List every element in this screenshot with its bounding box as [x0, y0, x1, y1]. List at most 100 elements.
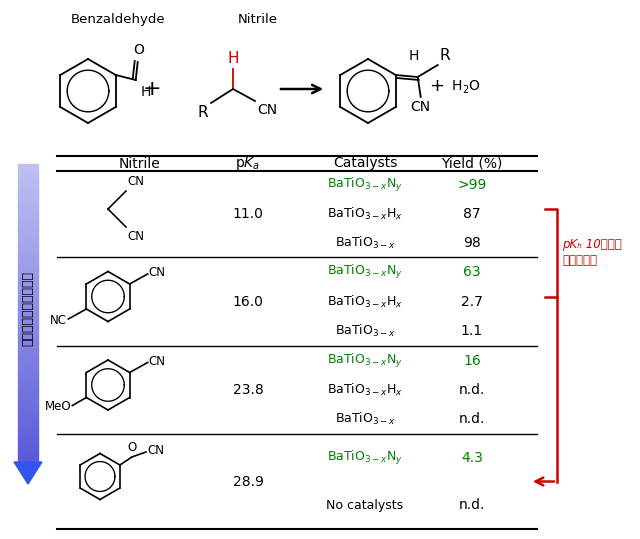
Text: CN: CN — [148, 266, 166, 280]
Bar — [18, 325, 38, 331]
Bar — [18, 426, 38, 432]
Text: 16.0: 16.0 — [232, 294, 264, 308]
Text: 塩基性向上: 塩基性向上 — [562, 254, 597, 267]
Text: 98: 98 — [463, 236, 481, 250]
Text: 11.0: 11.0 — [232, 207, 264, 221]
Bar — [18, 307, 38, 313]
Text: +: + — [429, 77, 445, 95]
Text: CN: CN — [147, 445, 164, 458]
Text: n.d.: n.d. — [459, 412, 485, 426]
Bar — [18, 331, 38, 337]
Polygon shape — [14, 462, 42, 484]
Text: pKₕ 10以上の: pKₕ 10以上の — [562, 238, 621, 251]
Bar — [18, 384, 38, 390]
Text: Catalysts: Catalysts — [333, 156, 397, 170]
Text: H: H — [408, 49, 419, 63]
Bar — [18, 236, 38, 241]
Bar — [18, 367, 38, 372]
Text: BaTiO$_{3-x}$N$_y$: BaTiO$_{3-x}$N$_y$ — [327, 176, 403, 195]
Text: NC: NC — [51, 314, 67, 327]
Text: 87: 87 — [463, 207, 481, 221]
Bar — [18, 283, 38, 289]
Text: BaTiO$_{3-x}$N$_y$: BaTiO$_{3-x}$N$_y$ — [327, 351, 403, 370]
Bar — [18, 301, 38, 307]
Text: R: R — [197, 105, 208, 120]
Bar — [18, 414, 38, 420]
Bar — [18, 438, 38, 444]
Bar — [18, 349, 38, 355]
Bar — [18, 218, 38, 224]
Bar — [18, 188, 38, 194]
Text: CN: CN — [148, 355, 166, 368]
Bar — [18, 313, 38, 319]
Text: O: O — [127, 441, 136, 454]
Text: n.d.: n.d. — [459, 383, 485, 397]
Text: 4.3: 4.3 — [461, 451, 483, 465]
Bar — [18, 176, 38, 182]
Text: 23.8: 23.8 — [232, 383, 264, 397]
Bar — [18, 182, 38, 188]
Text: BaTiO$_{3-x}$: BaTiO$_{3-x}$ — [335, 411, 396, 427]
Text: >99: >99 — [458, 178, 486, 192]
Text: CN: CN — [411, 100, 431, 114]
Text: CN: CN — [127, 230, 144, 243]
Bar — [18, 409, 38, 414]
Bar — [18, 337, 38, 343]
Bar — [18, 295, 38, 301]
Bar — [18, 230, 38, 236]
Bar — [18, 194, 38, 200]
Text: No catalysts: No catalysts — [326, 499, 404, 512]
Text: n.d.: n.d. — [459, 498, 485, 512]
Bar — [18, 224, 38, 230]
Text: +: + — [143, 79, 161, 99]
Bar — [18, 403, 38, 409]
Text: BaTiO$_{3-x}$H$_x$: BaTiO$_{3-x}$H$_x$ — [327, 382, 403, 398]
Bar — [18, 343, 38, 349]
Text: CN: CN — [127, 175, 144, 188]
Bar — [18, 247, 38, 253]
Bar — [18, 456, 38, 462]
Text: 1.1: 1.1 — [461, 324, 483, 338]
Bar — [18, 265, 38, 271]
Text: O: O — [133, 43, 144, 57]
Text: 63: 63 — [463, 265, 481, 279]
Bar — [18, 361, 38, 367]
Text: 2: 2 — [462, 85, 468, 95]
Bar — [18, 277, 38, 283]
Text: Benzaldehyde: Benzaldehyde — [70, 13, 165, 26]
Bar — [18, 271, 38, 277]
Bar — [18, 372, 38, 378]
Bar — [18, 200, 38, 206]
Text: Yield (%): Yield (%) — [442, 156, 502, 170]
Text: O: O — [468, 79, 479, 93]
Bar — [18, 397, 38, 403]
Bar — [18, 289, 38, 295]
Text: BaTiO$_{3-x}$H$_x$: BaTiO$_{3-x}$H$_x$ — [327, 293, 403, 309]
Text: CN: CN — [257, 103, 277, 117]
Bar — [18, 378, 38, 384]
Bar — [18, 241, 38, 247]
Bar — [18, 355, 38, 361]
Text: 28.9: 28.9 — [232, 474, 264, 488]
Bar — [18, 450, 38, 456]
Bar — [18, 420, 38, 426]
Bar — [18, 319, 38, 325]
Text: MeO: MeO — [45, 400, 71, 413]
Bar — [18, 432, 38, 438]
Bar — [18, 206, 38, 212]
Text: BaTiO$_{3-x}$N$_y$: BaTiO$_{3-x}$N$_y$ — [327, 263, 403, 281]
Text: Nitrile: Nitrile — [119, 156, 161, 170]
Bar — [18, 259, 38, 265]
Text: BaTiO$_{3-x}$N$_y$: BaTiO$_{3-x}$N$_y$ — [327, 449, 403, 467]
Bar — [18, 390, 38, 397]
Bar — [18, 170, 38, 176]
Text: Nitrile: Nitrile — [238, 13, 278, 26]
Bar — [18, 164, 38, 170]
Text: BaTiO$_{3-x}$H$_x$: BaTiO$_{3-x}$H$_x$ — [327, 206, 403, 222]
Text: 16: 16 — [463, 354, 481, 368]
Text: H: H — [227, 51, 239, 66]
Text: 活性化に強塩基が必要: 活性化に強塩基が必要 — [22, 272, 35, 347]
Text: 2.7: 2.7 — [461, 294, 483, 308]
Bar — [18, 212, 38, 218]
Text: H: H — [141, 85, 151, 99]
